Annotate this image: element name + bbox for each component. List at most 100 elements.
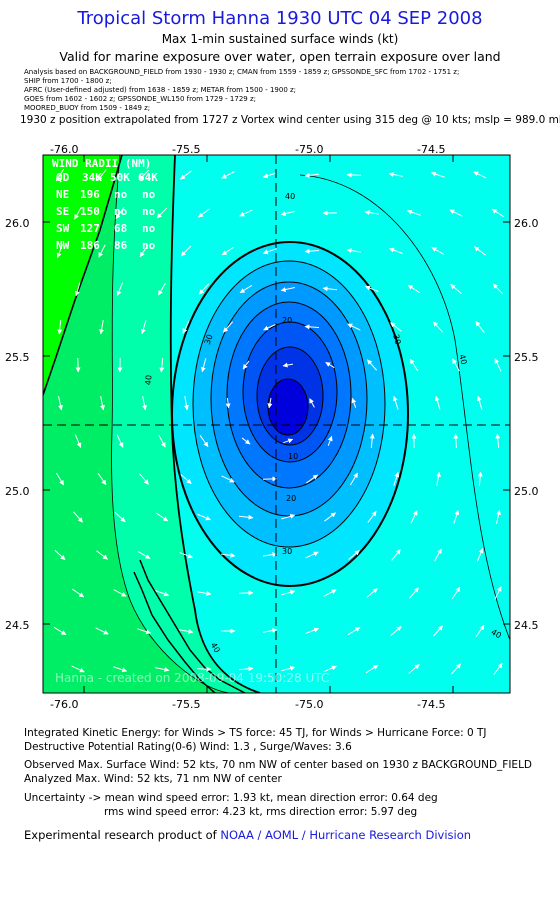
page-title: Tropical Storm Hanna 1930 UTC 04 SEP 200… xyxy=(77,8,483,29)
wind-arrow xyxy=(306,474,319,484)
wind-arrow xyxy=(225,397,231,409)
contour-label: 40 xyxy=(457,353,468,365)
wind-arrow xyxy=(323,665,337,673)
lat-tick-label-right: 25.5 xyxy=(514,351,539,364)
wind-arrow xyxy=(449,209,463,217)
wind-arrow xyxy=(116,282,124,296)
wind-radii-row-nw: NW 186 86 no xyxy=(56,239,156,252)
wind-arrow xyxy=(391,549,401,561)
wind-arrow xyxy=(452,358,460,372)
wind-arrow xyxy=(281,665,296,672)
contour-line xyxy=(171,241,409,587)
wind-arrow xyxy=(322,286,338,292)
wind-arrow xyxy=(369,433,375,449)
uncertainty-rms-line: rms wind speed error: 4.23 kt, rms direc… xyxy=(104,806,418,818)
wind-arrow xyxy=(390,626,402,636)
wind-arrow xyxy=(432,321,444,333)
wind-arrow xyxy=(348,550,360,560)
lon-tick-label-top: -75.5 xyxy=(172,143,200,156)
coastline xyxy=(43,155,123,396)
contour-line xyxy=(299,174,510,641)
lat-tick-label-right: 24.5 xyxy=(514,619,539,632)
wind-arrow xyxy=(406,209,421,216)
wind-arrow xyxy=(54,549,66,561)
wind-arrow xyxy=(71,588,85,598)
contour-line xyxy=(256,346,324,446)
wind-arrow xyxy=(390,322,402,332)
wind-arrow xyxy=(55,472,65,486)
lat-tick-label-left: 26.0 xyxy=(5,217,30,230)
analysis-line: MOORED_BUOY from 1509 - 1849 z; xyxy=(24,104,151,112)
island-coastline xyxy=(133,571,216,693)
wind-arrow xyxy=(242,360,250,370)
wind-arrow xyxy=(327,435,333,446)
wind-arrow xyxy=(392,395,399,410)
wind-arrow xyxy=(475,624,485,638)
wind-arrow xyxy=(476,548,484,562)
wind-arrow xyxy=(364,210,379,216)
wind-arrow xyxy=(304,248,320,254)
wind-arrow xyxy=(281,589,296,596)
wind-arrow xyxy=(53,626,67,636)
wind-arrow xyxy=(158,434,166,448)
wind-arrow xyxy=(282,362,294,368)
wind-radii-row-se: SE 150 no no xyxy=(56,205,156,218)
destructive-potential-line: Destructive Potential Rating(0-6) Wind: … xyxy=(24,741,352,753)
contour-label: 20 xyxy=(282,316,292,325)
wind-arrow xyxy=(347,626,361,636)
lon-tick-label-bottom: -74.5 xyxy=(417,698,445,711)
contour-label: 40 xyxy=(490,627,503,640)
wind-arrow xyxy=(262,552,278,558)
lat-tick-label-left: 25.5 xyxy=(5,351,30,364)
wind-arrow xyxy=(494,358,502,372)
wind-arrow xyxy=(74,206,82,220)
wind-arrow xyxy=(477,471,483,487)
wind-arrow xyxy=(493,662,503,675)
wind-arrow xyxy=(263,628,278,634)
wind-arrow xyxy=(431,247,445,255)
wind-arrow xyxy=(98,244,106,258)
wind-arrow xyxy=(139,244,149,258)
contour-line xyxy=(242,321,338,463)
wind-arrow xyxy=(393,471,400,486)
wind-arrow xyxy=(239,284,253,294)
wind-arrow xyxy=(238,666,254,672)
wind-arrow xyxy=(281,513,296,520)
wind-arrow xyxy=(473,246,486,256)
wind-arrow xyxy=(346,248,361,254)
wind-arrow xyxy=(433,625,443,637)
contour-label: 10 xyxy=(288,452,298,461)
wind-arrow xyxy=(304,324,320,330)
wind-arrow xyxy=(155,590,170,597)
wind-arrow xyxy=(410,510,418,524)
wind-arrow xyxy=(351,397,357,408)
wind-arrow xyxy=(267,397,273,409)
wind-radii-row-ne: NE 196 no no xyxy=(56,188,156,201)
wind-arrow xyxy=(95,627,109,635)
wind-arrow xyxy=(239,209,253,217)
map-frame xyxy=(42,154,511,694)
analyzed-max-line: Analyzed Max. Wind: 52 kts, 71 nm NW of … xyxy=(24,773,282,785)
contour-label: 20 xyxy=(286,494,296,503)
wind-arrow xyxy=(241,437,251,445)
wind-arrow xyxy=(58,396,63,411)
lat-tick-label-left: 24.5 xyxy=(5,619,30,632)
wind-arrow xyxy=(179,628,194,634)
wind-arrow xyxy=(74,434,82,448)
lat-tick-label-right: 26.0 xyxy=(514,217,539,230)
wind-arrow xyxy=(430,171,445,178)
wind-arrow xyxy=(96,550,108,560)
wind-arrow xyxy=(263,323,277,331)
wind-arrow xyxy=(309,398,315,408)
wind-arrow xyxy=(495,433,501,449)
wind-arrow xyxy=(435,471,441,486)
wind-arrow xyxy=(280,210,295,217)
wind-arrow xyxy=(495,509,501,524)
credit-prefix: Experimental research product of xyxy=(24,828,217,842)
wind-arrow xyxy=(283,438,294,444)
credit-link[interactable]: NOAA / AOML / Hurricane Research Divisio… xyxy=(220,828,472,842)
wind-arrow xyxy=(304,172,320,178)
analysis-line: AFRC (User-defined adjusted) from 1638 -… xyxy=(24,86,297,94)
wind-arrow xyxy=(221,171,235,179)
wind-arrow xyxy=(409,587,419,599)
